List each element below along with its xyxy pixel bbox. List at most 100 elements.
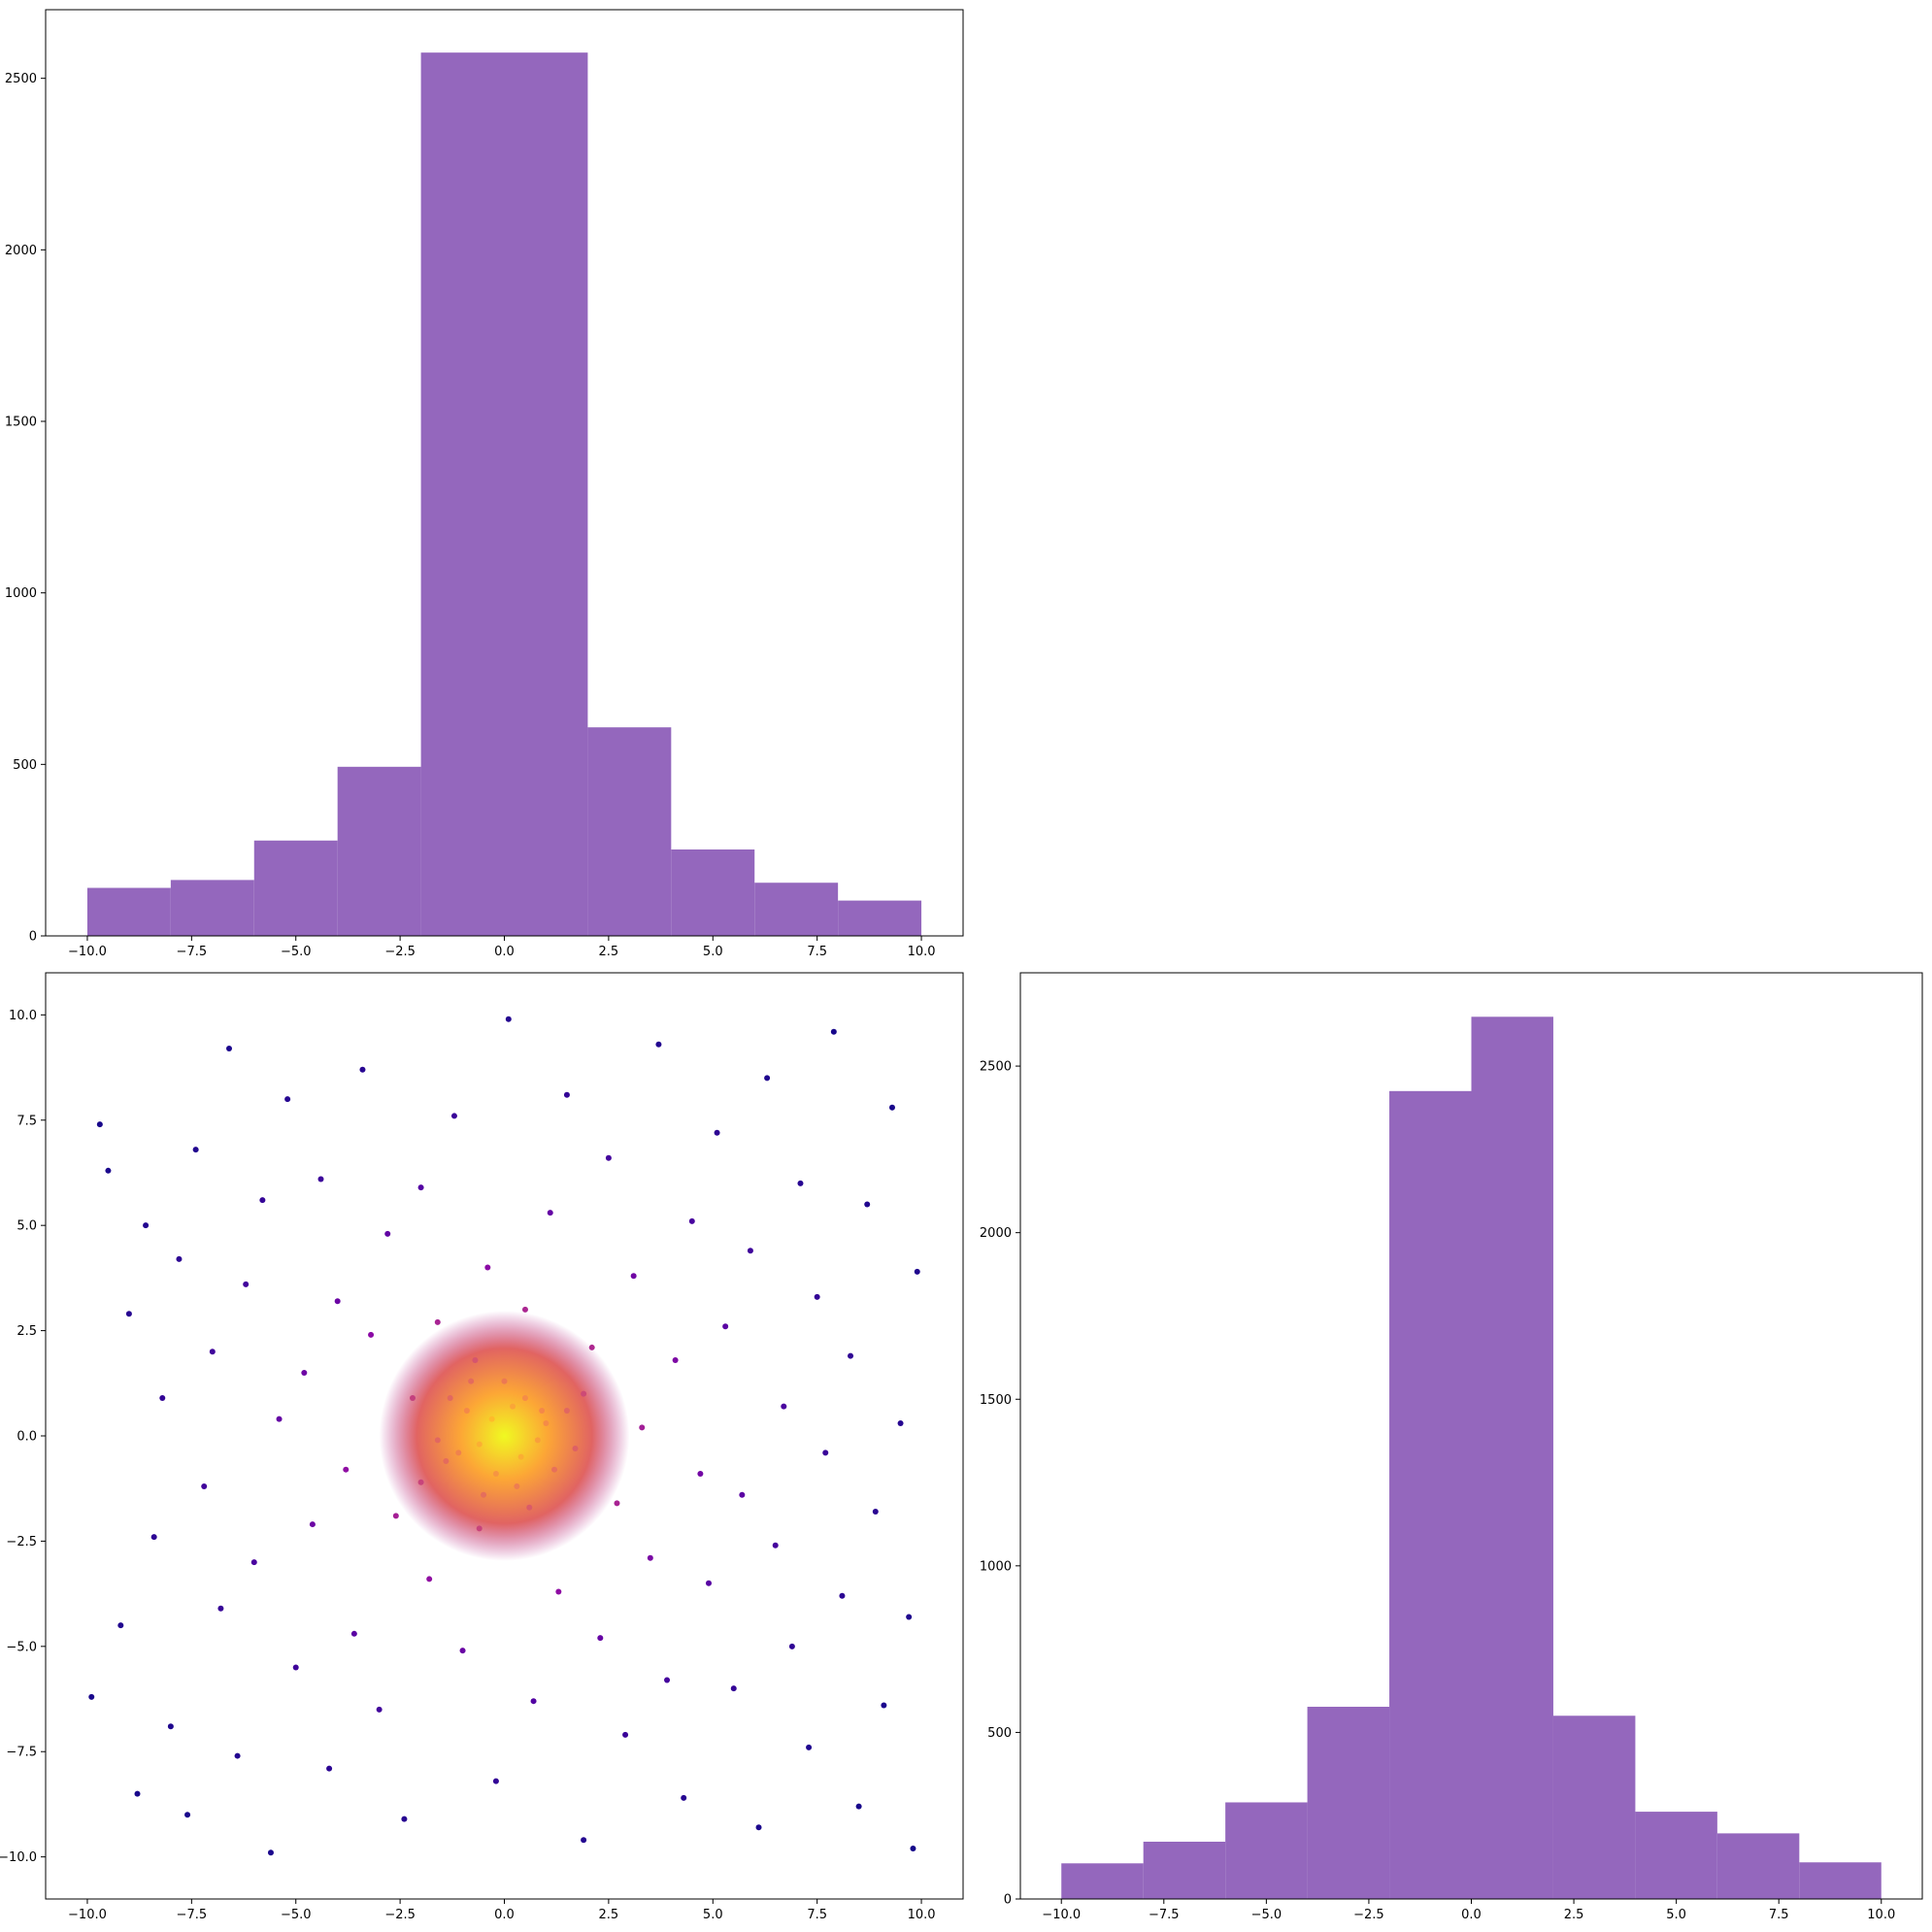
right-hist-ytick-label: 0 xyxy=(1004,1893,1012,1908)
scatter-point xyxy=(184,1812,191,1818)
scatter-point xyxy=(764,1075,771,1082)
right-hist-ytick-label: 500 xyxy=(987,1726,1012,1741)
scatter-point xyxy=(622,1731,629,1738)
scatter-point xyxy=(730,1685,737,1692)
scatter-xtick-label: −7.5 xyxy=(177,1908,208,1922)
scatter-point xyxy=(881,1702,887,1709)
scatter-point xyxy=(822,1449,829,1456)
scatter-point xyxy=(434,1318,441,1325)
right-hist-bar xyxy=(1716,1833,1800,1899)
top-hist-bar xyxy=(420,52,588,936)
scatter-point xyxy=(309,1521,316,1528)
scatter-point xyxy=(505,1016,512,1022)
scatter-point xyxy=(906,1614,913,1620)
scatter-point xyxy=(705,1580,712,1586)
scatter-point xyxy=(492,1471,499,1478)
top-hist-xtick-label: 10.0 xyxy=(908,945,936,959)
top-hist-bar xyxy=(86,887,171,936)
scatter-point xyxy=(317,1176,324,1183)
scatter-point xyxy=(543,1419,550,1426)
scatter-point xyxy=(530,1698,537,1705)
scatter-point xyxy=(159,1394,166,1401)
scatter-point xyxy=(781,1403,787,1410)
scatter-ytick-label: 7.5 xyxy=(17,1114,37,1128)
scatter-ytick-label: 2.5 xyxy=(17,1324,37,1339)
scatter-point xyxy=(417,1184,424,1191)
top-hist-xtick-label: −10.0 xyxy=(68,945,107,959)
right-hist-bar xyxy=(1471,1016,1553,1899)
top-hist-ytick-label: 2000 xyxy=(5,244,37,258)
scatter-point xyxy=(476,1525,483,1532)
scatter-point xyxy=(217,1605,224,1612)
scatter-point xyxy=(672,1356,679,1363)
scatter-point xyxy=(209,1349,216,1355)
scatter-point xyxy=(855,1803,862,1810)
top-hist-bar xyxy=(671,849,755,936)
scatter-point xyxy=(484,1264,491,1271)
right-hist-bar xyxy=(1552,1715,1636,1899)
top-hist-xtick-label: −7.5 xyxy=(177,945,208,959)
scatter-point xyxy=(359,1066,366,1073)
top-hist-bar xyxy=(838,900,922,936)
scatter-point xyxy=(747,1248,753,1254)
scatter-point xyxy=(343,1466,350,1473)
scatter-point xyxy=(284,1096,291,1103)
scatter-point xyxy=(521,1306,528,1313)
scatter-point xyxy=(125,1311,132,1317)
scatter-point xyxy=(301,1369,308,1376)
scatter-point xyxy=(510,1403,516,1410)
scatter-point xyxy=(526,1504,533,1511)
scatter-ytick-label: −2.5 xyxy=(6,1535,37,1549)
scatter-point xyxy=(350,1630,357,1637)
scatter-point xyxy=(797,1180,804,1186)
scatter-point xyxy=(714,1129,720,1136)
scatter-point xyxy=(806,1744,813,1750)
scatter-point xyxy=(572,1446,579,1452)
scatter-point xyxy=(547,1210,553,1216)
right-hist-bar xyxy=(1799,1862,1882,1899)
right-hist-xtick-label: 2.5 xyxy=(1564,1908,1584,1922)
scatter-point xyxy=(392,1513,399,1519)
scatter-point xyxy=(401,1815,408,1822)
scatter-point xyxy=(447,1394,453,1401)
scatter-point xyxy=(534,1437,541,1444)
right-hist-bar xyxy=(1143,1841,1226,1899)
scatter-point xyxy=(334,1298,341,1305)
scatter-point xyxy=(664,1677,671,1683)
top-hist-bar xyxy=(754,883,839,936)
scatter-point xyxy=(384,1230,391,1237)
scatter-point xyxy=(514,1483,520,1490)
scatter-point xyxy=(647,1554,653,1561)
top-hist-ytick-label: 2500 xyxy=(5,72,37,86)
scatter-ytick-label: 0.0 xyxy=(17,1430,37,1445)
right-hist-ytick-label: 1500 xyxy=(980,1393,1012,1408)
scatter-point xyxy=(176,1255,183,1262)
scatter-xtick-label: 10.0 xyxy=(908,1908,936,1922)
right-hist-bar xyxy=(1225,1802,1308,1899)
top-hist-ytick-label: 1000 xyxy=(5,586,37,601)
right-hist-bar xyxy=(1061,1863,1144,1899)
scatter-point xyxy=(755,1824,762,1831)
scatter-point xyxy=(581,1390,587,1397)
scatter-point xyxy=(614,1500,620,1507)
scatter-point xyxy=(201,1483,208,1490)
scatter-xtick-label: 5.0 xyxy=(703,1908,723,1922)
scatter-panel: −10.0 −7.5 −5.0 −2.5 0.0 2.5 5.0 7.5 10.0 −10.0 −7… xyxy=(0,972,964,1922)
scatter-point xyxy=(368,1331,375,1338)
scatter-point xyxy=(501,1378,508,1384)
top-hist-xtick-label: −5.0 xyxy=(281,945,312,959)
top-hist-xtick-label: 0.0 xyxy=(494,945,515,959)
scatter-point xyxy=(267,1849,274,1856)
scatter-point xyxy=(814,1293,820,1300)
scatter-point xyxy=(481,1491,487,1498)
scatter-point xyxy=(492,1778,499,1784)
scatter-point xyxy=(830,1028,837,1035)
right-hist-ytick-label: 2000 xyxy=(980,1226,1012,1241)
scatter-ytick-label: −10.0 xyxy=(0,1850,37,1865)
scatter-point xyxy=(463,1407,470,1414)
scatter-ytick-label: −7.5 xyxy=(6,1746,37,1760)
scatter-point xyxy=(417,1479,424,1485)
scatter-point xyxy=(839,1592,846,1599)
scatter-point xyxy=(551,1466,558,1473)
